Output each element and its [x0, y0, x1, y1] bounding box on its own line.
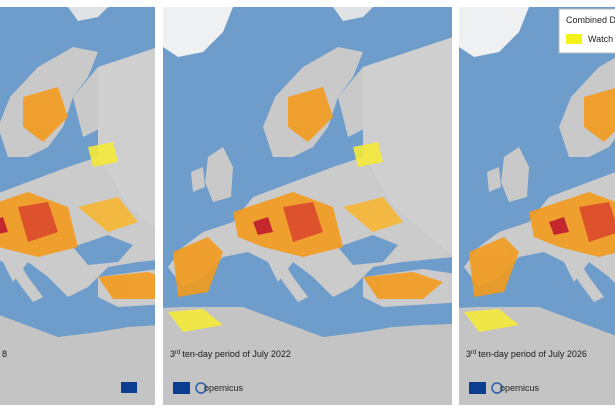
logo-icon: [491, 382, 503, 394]
eu-flag: [173, 382, 190, 394]
eu-flag: [121, 382, 137, 393]
legend-title: Combined D: [566, 15, 615, 25]
legend-item: Watch: [588, 34, 613, 44]
legend-swatch: [566, 34, 582, 44]
panel-label: 3rd ten-day period of July 2026: [466, 349, 587, 359]
logo-text: opernicus: [204, 383, 244, 393]
logo-text: opernicus: [500, 383, 540, 393]
eu-flag: [469, 382, 486, 394]
logo-icon: [195, 382, 207, 394]
map-panel: 8: [0, 7, 155, 405]
panel-label: 8: [2, 349, 7, 359]
map-panel: 3rd ten-day period of July 2022 opernicus: [163, 7, 452, 405]
map-panel: 3rd ten-day period of July 2026 opernicus…: [459, 7, 615, 405]
panel-label: 3rd ten-day period of July 2022: [170, 349, 291, 359]
legend-box: [558, 8, 615, 54]
